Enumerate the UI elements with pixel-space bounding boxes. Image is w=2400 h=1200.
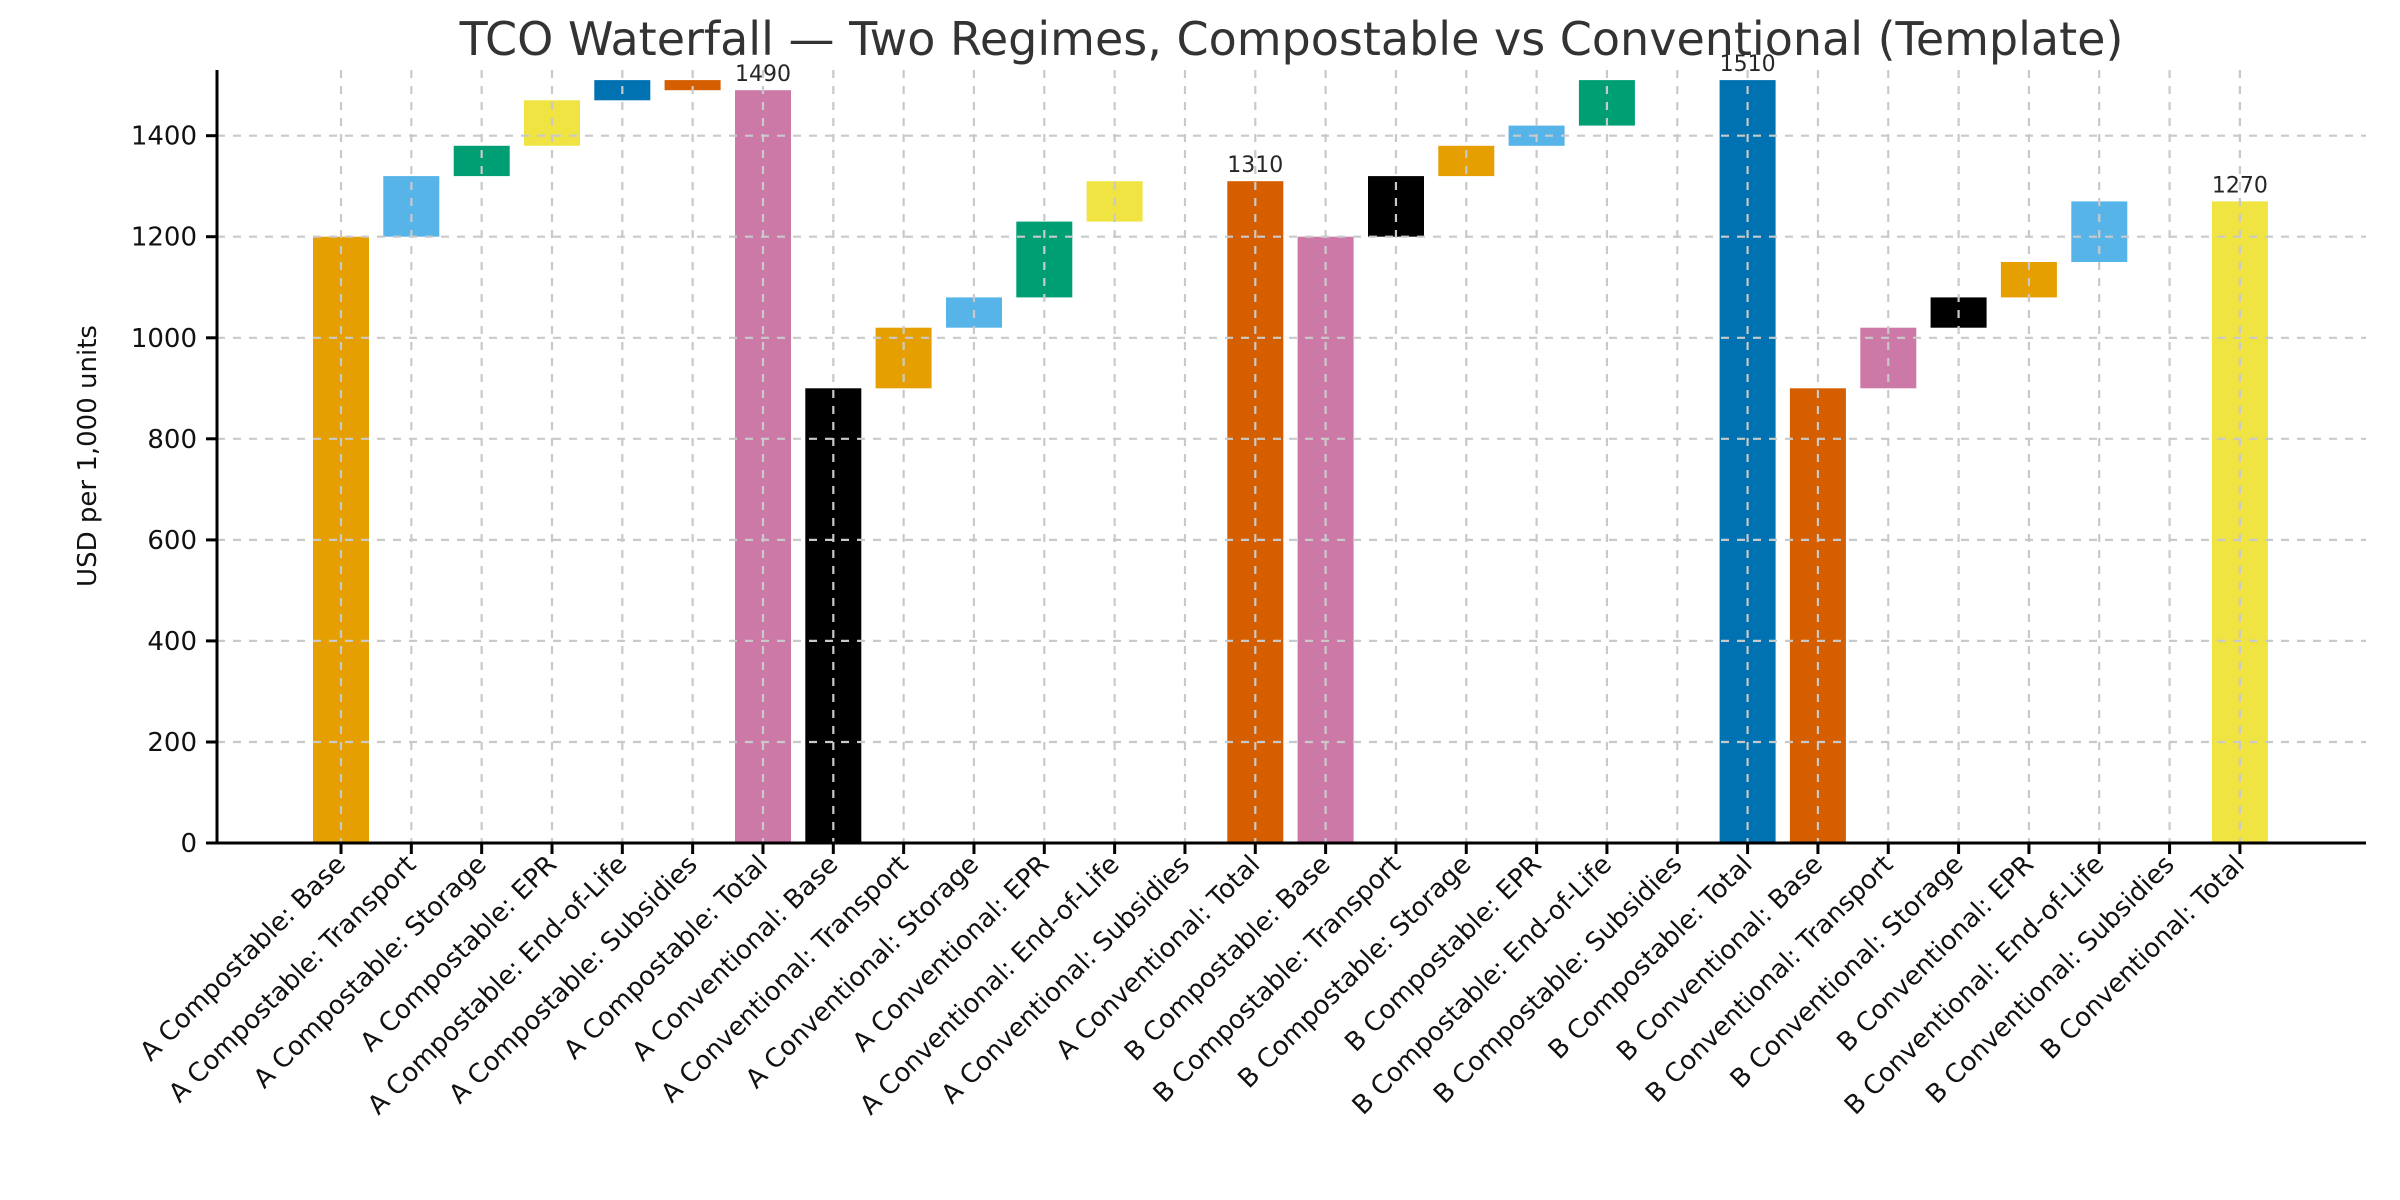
- total-value-label: 1510: [1720, 52, 1776, 77]
- chart-title: TCO Waterfall — Two Regimes, Compostable…: [459, 12, 2124, 66]
- total-value-label: 1310: [1227, 153, 1283, 178]
- y-tick-label: 200: [147, 728, 197, 758]
- total-value-label: 1270: [2212, 173, 2268, 198]
- y-tick-label: 1000: [131, 324, 197, 354]
- y-tick-label: 800: [147, 425, 197, 455]
- y-tick-label: 400: [147, 627, 197, 657]
- total-value-label: 1490: [735, 62, 791, 87]
- y-tick-label: 1400: [131, 122, 197, 152]
- bar: [664, 80, 721, 91]
- y-tick-label: 1200: [131, 223, 197, 253]
- y-tick-label: 600: [147, 526, 197, 556]
- y-axis-label: USD per 1,000 units: [73, 325, 103, 587]
- y-tick-label: 0: [180, 829, 197, 859]
